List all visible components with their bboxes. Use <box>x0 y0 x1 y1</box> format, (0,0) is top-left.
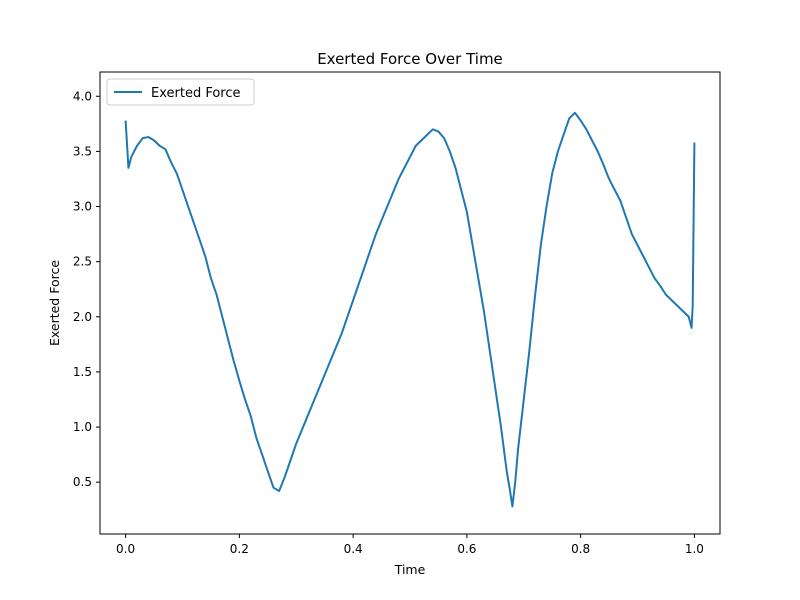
y-tick-label: 2.5 <box>73 255 92 269</box>
y-tick-label: 1.5 <box>73 365 92 379</box>
legend: Exerted Force <box>106 78 255 106</box>
x-tick-label: 0.2 <box>230 542 249 556</box>
x-axis-label: Time <box>394 562 426 577</box>
y-tick-label: 1.0 <box>73 420 92 434</box>
chart-title: Exerted Force Over Time <box>317 50 503 68</box>
axes-frame <box>99 71 721 535</box>
x-tick-label: 0.8 <box>571 542 590 556</box>
x-tick-label: 0.6 <box>457 542 476 556</box>
x-tick-label: 0.0 <box>116 542 135 556</box>
plot-area <box>124 111 696 508</box>
y-tick-label: 2.0 <box>73 310 92 324</box>
series-line-0 <box>124 111 696 508</box>
x-axis: 0.0 0.2 0.4 0.6 0.8 1.0 <box>116 534 704 556</box>
legend-box <box>106 78 255 106</box>
x-tick-label: 1.0 <box>685 542 704 556</box>
y-tick-label: 3.5 <box>73 144 92 158</box>
y-tick-label: 4.0 <box>73 89 92 103</box>
y-tick-label: 3.0 <box>73 200 92 214</box>
y-tick-label: 0.5 <box>73 475 92 489</box>
y-axis-label: Exerted Force <box>47 260 62 346</box>
y-axis: 0.5 1.0 1.5 2.0 2.5 3.0 3.5 4.0 <box>73 89 100 489</box>
x-tick-label: 0.4 <box>344 542 363 556</box>
legend-label: Exerted Force <box>151 86 241 101</box>
